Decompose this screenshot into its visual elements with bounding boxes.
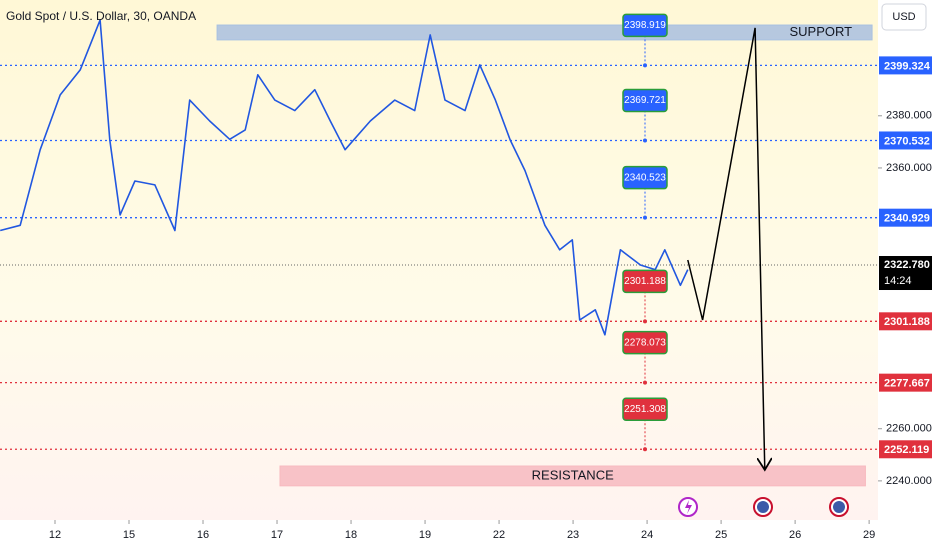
level-tag-label: 2277.667: [884, 378, 930, 390]
level-tag: [879, 208, 932, 227]
zone: [216, 24, 873, 41]
zone-label: SUPPORT: [789, 24, 852, 39]
target-box: [622, 165, 668, 190]
event-icon-glyph: [757, 501, 769, 513]
target-box: [622, 13, 668, 38]
level-tag-label: 2252.119: [884, 444, 929, 456]
time-axis: [0, 520, 878, 550]
level-tag: [879, 131, 932, 150]
target-box: [622, 269, 668, 294]
event-icons: [678, 497, 849, 517]
chart-title: Gold Spot / U.S. Dollar, 30, OANDA: [6, 9, 196, 23]
x-tick-label: 19: [419, 529, 431, 541]
x-tick-label: 16: [197, 529, 209, 541]
plot-background: [0, 0, 878, 520]
x-tick-label: 17: [271, 529, 283, 541]
layer: SUPPORT RESISTANCE 2398.919 2369.721 2340.52…: [0, 13, 878, 487]
target-dot: [643, 63, 647, 68]
target-label: 2251.308: [624, 404, 666, 415]
currency-button[interactable]: [881, 3, 927, 31]
level-tag: [879, 312, 932, 331]
last-price-tag: [879, 256, 932, 291]
target-box: [622, 88, 668, 113]
x-tick-label: 18: [345, 529, 357, 541]
target-dot: [643, 380, 647, 385]
target-label: 2369.721: [624, 95, 666, 106]
countdown: 14:24: [884, 275, 912, 287]
event-icon-glyph: [833, 501, 845, 513]
level-tag-label: 2399.324: [884, 60, 931, 72]
target-box: [622, 330, 668, 355]
zone: [279, 465, 866, 487]
x-tick-label: 15: [123, 529, 135, 541]
currency: USD: [892, 11, 915, 23]
projection-line: [687, 27, 765, 470]
zone-label: RESISTANCE: [532, 467, 614, 482]
level-tag: [879, 440, 932, 459]
target-label: 2278.073: [624, 337, 666, 348]
target-dot: [643, 447, 647, 452]
x-tick-label: 26: [789, 529, 801, 541]
level-tag: [879, 373, 932, 392]
target-box: [622, 397, 668, 422]
level-tag-label: 2370.532: [884, 135, 930, 147]
x-tick-label: 22: [493, 529, 505, 541]
level-tag: [879, 56, 932, 75]
x-tick-label: 24: [641, 529, 653, 541]
x-tick-label: 29: [863, 529, 875, 541]
last-price-label: 2322.780: [884, 259, 930, 271]
level-tag-label: 2301.188: [884, 316, 930, 328]
level-tag-label: 2340.929: [884, 213, 930, 225]
target-label: 2301.188: [624, 276, 666, 287]
target-label: 2398.919: [624, 20, 666, 31]
y-tick-label: 2380.000: [886, 110, 932, 122]
event-icon-glyph: [685, 500, 692, 514]
target-dot: [643, 319, 647, 324]
price-line: [0, 19, 689, 336]
target-label: 2340.523: [624, 172, 666, 183]
x-tick-label: 25: [715, 529, 727, 541]
y-tick-label: 2240.000: [886, 475, 932, 487]
x-tick-label: 23: [567, 529, 579, 541]
y-tick-label: 2360.000: [886, 162, 932, 174]
target-dot: [643, 215, 647, 220]
y-tick-label: 2260.000: [886, 423, 932, 435]
target-dot: [643, 138, 647, 143]
x-tick-label: 12: [49, 529, 61, 541]
